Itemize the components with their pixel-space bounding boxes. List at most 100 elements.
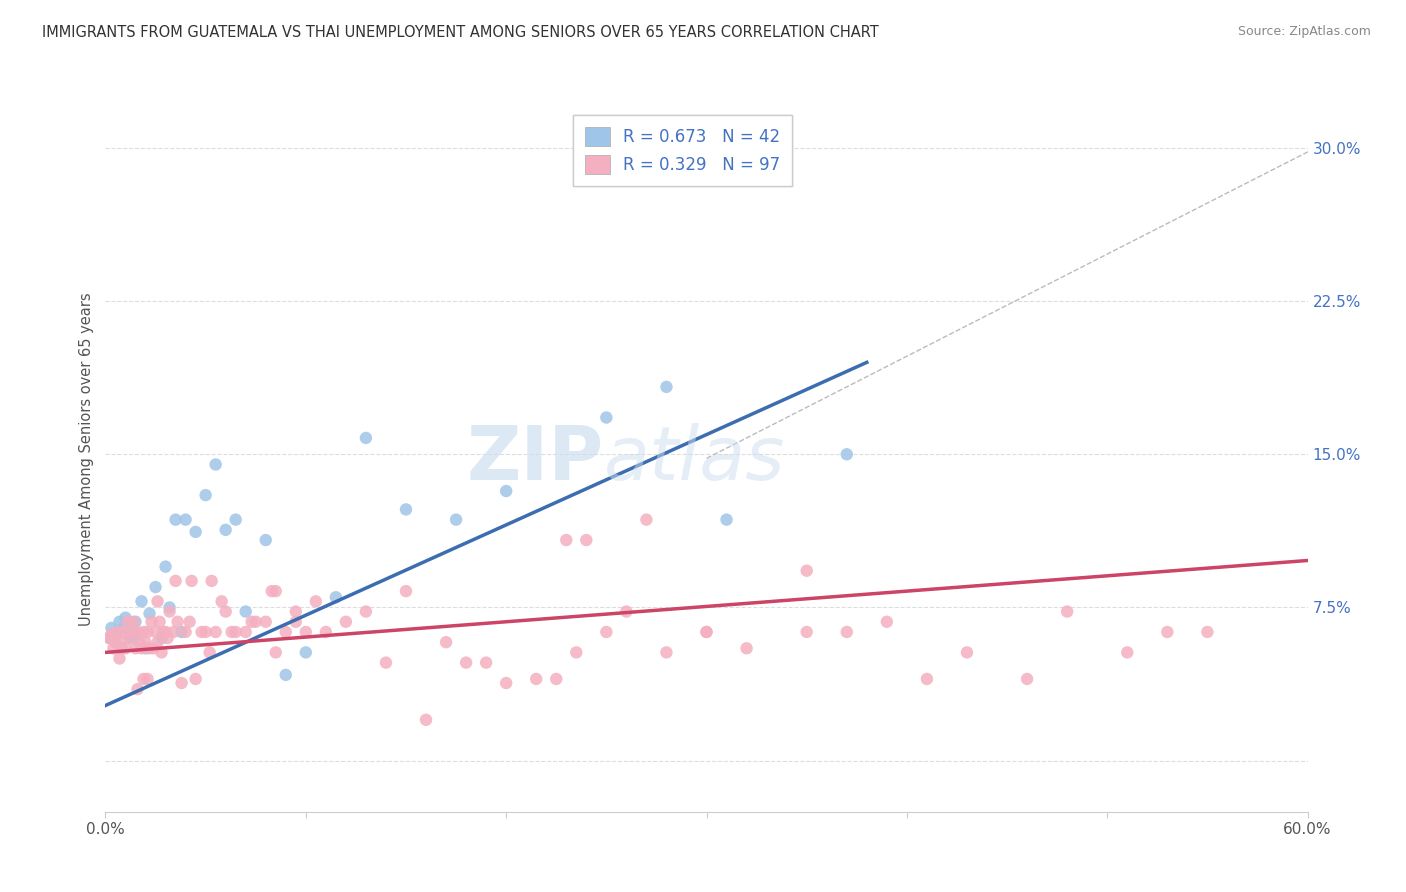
Point — [696, 624, 718, 639]
Point — [104, 635, 127, 649]
Point — [107, 624, 129, 639]
Point — [136, 672, 159, 686]
Point — [876, 615, 898, 629]
Point — [145, 624, 167, 639]
Point — [354, 431, 377, 445]
Point — [221, 624, 243, 639]
Point — [295, 645, 318, 659]
Point — [184, 524, 207, 539]
Point — [127, 627, 149, 641]
Point — [211, 594, 233, 608]
Point — [198, 645, 221, 659]
Point — [108, 615, 131, 629]
Point — [214, 605, 236, 619]
Point — [146, 635, 169, 649]
Point — [956, 645, 979, 659]
Point — [104, 635, 127, 649]
Point — [100, 621, 122, 635]
Point — [415, 713, 437, 727]
Point — [141, 615, 163, 629]
Point — [148, 615, 170, 629]
Point — [112, 624, 135, 639]
Point — [835, 447, 858, 461]
Point — [524, 672, 547, 686]
Point — [254, 615, 277, 629]
Point — [835, 624, 858, 639]
Point — [444, 513, 467, 527]
Point — [103, 631, 125, 645]
Point — [655, 380, 678, 394]
Point — [159, 605, 181, 619]
Point — [915, 672, 938, 686]
Point — [194, 488, 217, 502]
Point — [495, 676, 517, 690]
Point — [495, 483, 517, 498]
Point — [555, 533, 578, 547]
Point — [156, 631, 179, 645]
Point — [245, 615, 267, 629]
Point — [132, 624, 155, 639]
Point — [636, 513, 658, 527]
Point — [174, 513, 197, 527]
Point — [135, 635, 157, 649]
Point — [616, 605, 638, 619]
Point — [159, 600, 181, 615]
Point — [1156, 624, 1178, 639]
Point — [194, 624, 217, 639]
Point — [98, 631, 121, 645]
Point — [240, 615, 263, 629]
Point — [374, 656, 398, 670]
Point — [110, 635, 132, 649]
Point — [174, 624, 197, 639]
Point — [128, 635, 150, 649]
Point — [696, 624, 718, 639]
Point — [1017, 672, 1039, 686]
Point — [122, 631, 145, 645]
Point — [655, 645, 678, 659]
Point — [225, 513, 247, 527]
Point — [225, 624, 247, 639]
Point — [124, 615, 146, 629]
Point — [112, 621, 135, 635]
Point — [454, 656, 477, 670]
Point — [264, 584, 287, 599]
Point — [118, 631, 141, 645]
Point — [170, 676, 193, 690]
Point — [162, 624, 184, 639]
Point — [152, 624, 174, 639]
Point — [121, 624, 143, 639]
Point — [110, 641, 132, 656]
Point — [395, 502, 418, 516]
Point — [124, 641, 146, 656]
Point — [735, 641, 758, 656]
Point — [335, 615, 357, 629]
Point — [146, 594, 169, 608]
Point — [114, 641, 136, 656]
Point — [295, 624, 318, 639]
Point — [325, 591, 347, 605]
Point — [108, 651, 131, 665]
Point — [284, 615, 307, 629]
Point — [395, 584, 418, 599]
Point — [546, 672, 568, 686]
Point — [118, 631, 141, 645]
Point — [138, 641, 160, 656]
Point — [264, 645, 287, 659]
Point — [595, 624, 617, 639]
Point — [274, 624, 297, 639]
Point — [132, 672, 155, 686]
Point — [103, 641, 125, 656]
Point — [284, 605, 307, 619]
Point — [254, 533, 277, 547]
Text: IMMIGRANTS FROM GUATEMALA VS THAI UNEMPLOYMENT AMONG SENIORS OVER 65 YEARS CORRE: IMMIGRANTS FROM GUATEMALA VS THAI UNEMPL… — [42, 25, 879, 40]
Point — [434, 635, 457, 649]
Point — [1116, 645, 1139, 659]
Point — [150, 645, 173, 659]
Point — [274, 668, 297, 682]
Point — [235, 624, 257, 639]
Point — [138, 607, 160, 621]
Point — [305, 594, 328, 608]
Point — [155, 559, 177, 574]
Point — [565, 645, 588, 659]
Point — [201, 574, 224, 588]
